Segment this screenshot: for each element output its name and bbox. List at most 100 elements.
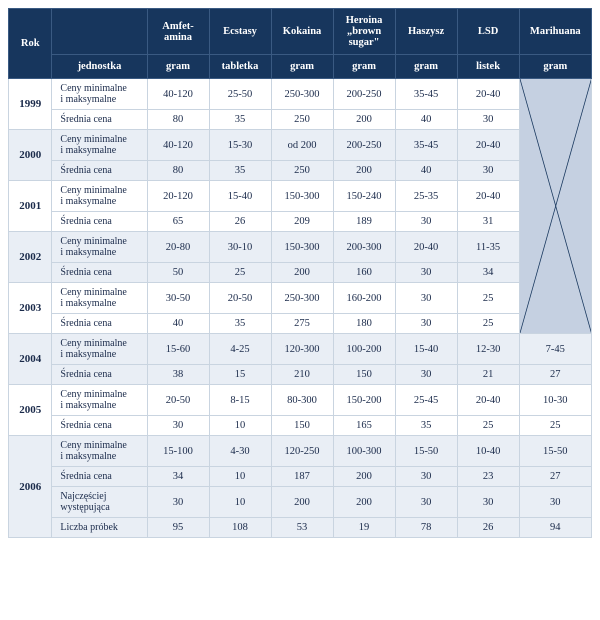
data-cell: 150 xyxy=(271,416,333,436)
table-row: 2001Ceny minimalnei maksymalne20-12015-4… xyxy=(9,181,592,212)
header-unit-6: gram xyxy=(519,55,591,79)
year-cell: 1999 xyxy=(9,79,52,130)
table-row: Średnia cena3815210150302127 xyxy=(9,365,592,385)
table-row: 2005Ceny minimalnei maksymalne20-508-158… xyxy=(9,385,592,416)
data-cell: 31 xyxy=(457,212,519,232)
header-jednostka: jednostka xyxy=(52,55,147,79)
data-cell: 20-40 xyxy=(457,79,519,110)
drug-price-table: Rok Amfet-amina Ecstasy Kokaina Heroina„… xyxy=(8,8,592,538)
data-cell: 25 xyxy=(209,263,271,283)
data-cell: 10 xyxy=(209,416,271,436)
table-row: 2002Ceny minimalnei maksymalne20-8030-10… xyxy=(9,232,592,263)
row-label: Średnia cena xyxy=(52,263,147,283)
year-cell: 2000 xyxy=(9,130,52,181)
header-rok: Rok xyxy=(9,9,52,79)
data-cell: 25-35 xyxy=(395,181,457,212)
data-cell: 15-40 xyxy=(395,334,457,365)
data-cell: 4-30 xyxy=(209,436,271,467)
data-cell: 15-30 xyxy=(209,130,271,161)
data-cell: 200 xyxy=(333,110,395,130)
table-row: 1999Ceny minimalnei maksymalne40-12025-5… xyxy=(9,79,592,110)
data-cell: 25 xyxy=(457,314,519,334)
data-cell: 27 xyxy=(519,365,591,385)
data-cell: 8-15 xyxy=(209,385,271,416)
data-cell: 10 xyxy=(209,487,271,518)
data-cell: 275 xyxy=(271,314,333,334)
row-label: Ceny minimalnei maksymalne xyxy=(52,385,147,416)
data-cell: 30 xyxy=(147,487,209,518)
data-cell: 187 xyxy=(271,467,333,487)
header-col-1: Ecstasy xyxy=(209,9,271,55)
table-body: 1999Ceny minimalnei maksymalne40-12025-5… xyxy=(9,79,592,538)
header-unit-2: gram xyxy=(271,55,333,79)
data-cell: 20-40 xyxy=(395,232,457,263)
data-cell: 53 xyxy=(271,518,333,538)
no-data-cell xyxy=(519,79,591,334)
data-cell: 15 xyxy=(209,365,271,385)
data-cell: 30 xyxy=(147,416,209,436)
data-cell: 12-30 xyxy=(457,334,519,365)
data-cell: 30 xyxy=(457,161,519,181)
row-label: Ceny minimalnei maksymalne xyxy=(52,283,147,314)
data-cell: 108 xyxy=(209,518,271,538)
data-cell: 30 xyxy=(395,212,457,232)
data-cell: 200-300 xyxy=(333,232,395,263)
data-cell: 78 xyxy=(395,518,457,538)
data-cell: 200 xyxy=(333,487,395,518)
header-unit-3: gram xyxy=(333,55,395,79)
data-cell: 65 xyxy=(147,212,209,232)
data-cell: 26 xyxy=(457,518,519,538)
data-cell: 20-80 xyxy=(147,232,209,263)
data-cell: 19 xyxy=(333,518,395,538)
data-cell: 25 xyxy=(519,416,591,436)
row-label: Średnia cena xyxy=(52,161,147,181)
data-cell: 200 xyxy=(271,487,333,518)
header-col-4: Haszysz xyxy=(395,9,457,55)
row-label: Średnia cena xyxy=(52,467,147,487)
data-cell: 165 xyxy=(333,416,395,436)
data-cell: 209 xyxy=(271,212,333,232)
data-cell: 11-35 xyxy=(457,232,519,263)
data-cell: 40-120 xyxy=(147,130,209,161)
data-cell: 150-300 xyxy=(271,232,333,263)
data-cell: 30-10 xyxy=(209,232,271,263)
data-cell: 35 xyxy=(209,161,271,181)
data-cell: 35 xyxy=(395,416,457,436)
header-col-0: Amfet-amina xyxy=(147,9,209,55)
data-cell: od 200 xyxy=(271,130,333,161)
data-cell: 35 xyxy=(209,110,271,130)
data-cell: 26 xyxy=(209,212,271,232)
data-cell: 160-200 xyxy=(333,283,395,314)
table-row: 2006Ceny minimalnei maksymalne15-1004-30… xyxy=(9,436,592,467)
year-cell: 2003 xyxy=(9,283,52,334)
row-label: Ceny minimalnei maksymalne xyxy=(52,130,147,161)
data-cell: 80-300 xyxy=(271,385,333,416)
table-row: 2000Ceny minimalnei maksymalne40-12015-3… xyxy=(9,130,592,161)
table-row: Średnia cena3410187200302327 xyxy=(9,467,592,487)
data-cell: 200 xyxy=(333,467,395,487)
row-label: Ceny minimalnei maksymalne xyxy=(52,232,147,263)
data-cell: 34 xyxy=(147,467,209,487)
table-row: 2003Ceny minimalnei maksymalne30-5020-50… xyxy=(9,283,592,314)
data-cell: 180 xyxy=(333,314,395,334)
data-cell: 120-300 xyxy=(271,334,333,365)
year-cell: 2005 xyxy=(9,385,52,436)
data-cell: 150-200 xyxy=(333,385,395,416)
data-cell: 30 xyxy=(395,487,457,518)
data-cell: 25 xyxy=(457,283,519,314)
data-cell: 30 xyxy=(395,283,457,314)
data-cell: 189 xyxy=(333,212,395,232)
data-cell: 200 xyxy=(333,161,395,181)
data-cell: 7-45 xyxy=(519,334,591,365)
table-row: Średnia cena80352502004030 xyxy=(9,110,592,130)
data-cell: 50 xyxy=(147,263,209,283)
year-cell: 2006 xyxy=(9,436,52,538)
data-cell: 30-50 xyxy=(147,283,209,314)
data-cell: 40 xyxy=(147,314,209,334)
data-cell: 23 xyxy=(457,467,519,487)
header-unit-0: gram xyxy=(147,55,209,79)
data-cell: 200-250 xyxy=(333,79,395,110)
data-cell: 250 xyxy=(271,161,333,181)
data-cell: 34 xyxy=(457,263,519,283)
table-row: Średnia cena65262091893031 xyxy=(9,212,592,232)
